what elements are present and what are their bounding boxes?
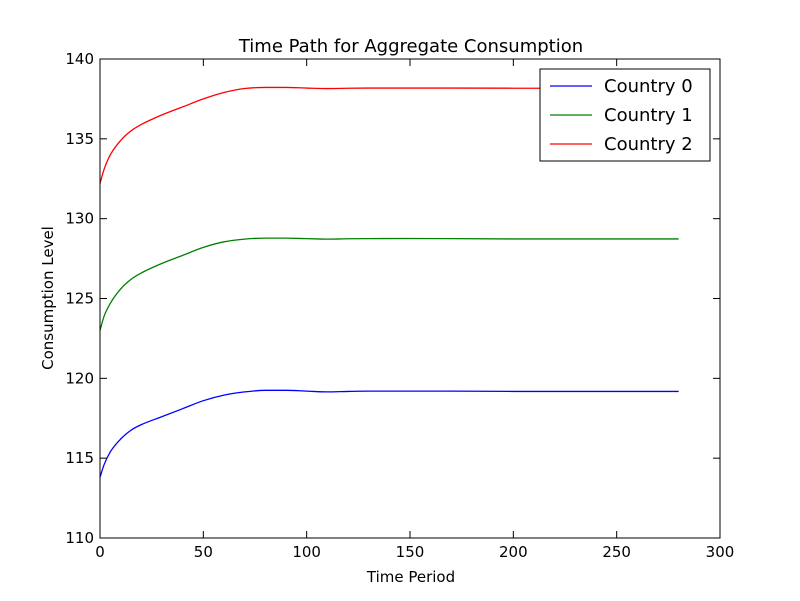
series-line-country-1 — [99, 237, 679, 331]
x-tick-label: 100 — [292, 543, 321, 561]
series-line-country-0 — [99, 389, 679, 478]
x-axis-label: Time Period — [366, 568, 455, 586]
series-layer — [99, 86, 679, 478]
y-axis-label: Consumption Level — [39, 226, 57, 370]
x-tick-label: 50 — [194, 543, 213, 561]
legend-label-country-1: Country 1 — [604, 105, 693, 126]
x-tick-label: 0 — [95, 543, 105, 561]
series-line-country-2 — [99, 86, 679, 184]
y-tick-label: 120 — [65, 369, 94, 387]
x-tick-label: 250 — [602, 543, 631, 561]
legend-label-country-0: Country 0 — [604, 76, 693, 97]
axes-layer: 0 50 100 150 200 250 300 110 115 120 125 130 135 140 — [65, 50, 734, 561]
x-tick-label: 200 — [499, 543, 528, 561]
y-tick-label: 135 — [65, 130, 94, 148]
legend: Country 0 Country 1 Country 2 — [539, 68, 711, 162]
y-tick-label: 110 — [65, 529, 94, 547]
y-tick-label: 125 — [65, 290, 94, 308]
x-tick-label: 150 — [396, 543, 425, 561]
x-tick-label: 300 — [706, 543, 735, 561]
legend-label-country-2: Country 2 — [604, 134, 693, 155]
chart-title: Time Path for Aggregate Consumption — [238, 36, 583, 57]
y-tick-label: 115 — [65, 449, 94, 467]
y-tick-label: 140 — [65, 50, 94, 68]
y-tick-label: 130 — [65, 210, 94, 228]
